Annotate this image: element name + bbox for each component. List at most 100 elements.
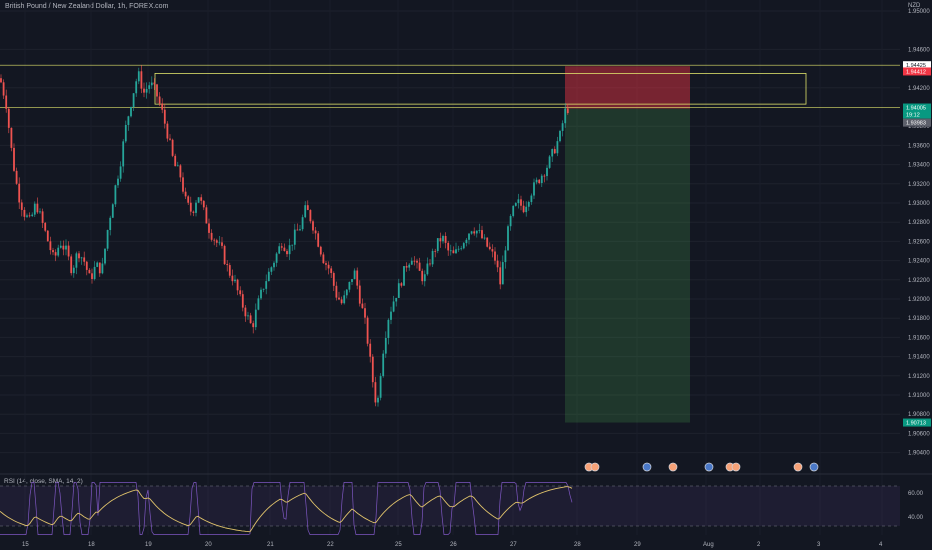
candle-body <box>410 260 413 265</box>
candle-body <box>117 178 119 186</box>
candle-body <box>319 246 322 255</box>
supply-zone-box <box>154 73 807 105</box>
time-axis: 15 18 19 20 21 22 25 26 27 28 29 Aug 2 3 4 <box>22 542 883 548</box>
price-tag-label: 1.90713 <box>906 421 926 427</box>
candle-body <box>270 267 273 272</box>
candle-body <box>358 285 361 304</box>
price-tag-bg <box>903 67 931 76</box>
candle-body <box>293 229 296 245</box>
candle-body <box>377 397 379 403</box>
event-markers <box>584 462 819 472</box>
candle-body <box>205 207 208 224</box>
candle-body <box>421 270 424 282</box>
event-marker-icon <box>809 462 819 472</box>
candle-body <box>457 248 460 250</box>
candle-body <box>317 233 320 247</box>
candle-body <box>39 211 41 213</box>
candle-body <box>70 256 73 274</box>
rsi-level-label: 40.00 <box>908 515 924 521</box>
candle-body <box>150 82 153 86</box>
candle-body <box>252 323 255 328</box>
price-tick-label: 1.90600 <box>908 431 930 437</box>
price-tick-label: 1.91000 <box>908 393 930 399</box>
candle-body <box>434 250 437 252</box>
price-tick-label: 1.93200 <box>908 182 930 188</box>
candle-body <box>522 205 525 213</box>
candle-body <box>356 270 359 286</box>
currency-label: NZD <box>908 3 921 9</box>
candle-body <box>392 301 395 312</box>
candle-body <box>179 165 182 178</box>
candle-body <box>223 245 226 265</box>
candle-body <box>213 239 216 241</box>
candle-body <box>174 155 177 167</box>
candle-body <box>465 239 468 244</box>
candle-body <box>218 242 221 244</box>
time-tick-label: 4 <box>879 542 883 548</box>
candle-body <box>429 263 431 265</box>
candle-body <box>67 245 70 257</box>
candle-body <box>525 206 528 213</box>
candle-body <box>210 232 213 240</box>
candle-body <box>286 250 288 255</box>
candle-body <box>119 166 122 179</box>
candle-body <box>197 197 200 203</box>
candle-body <box>527 202 530 207</box>
event-marker-icon <box>590 462 600 472</box>
candle-body <box>551 149 554 157</box>
candle-body <box>169 138 171 140</box>
price-tag-bg <box>903 418 931 427</box>
candle-body <box>478 230 481 231</box>
candle-body <box>559 130 561 142</box>
candle-body <box>83 257 86 262</box>
event-marker-icon <box>731 462 741 472</box>
price-axis: 1.95000 1.94600 1.94200 1.93800 1.93600 1.934… <box>908 9 930 457</box>
rsi-indicator-label[interactable]: RSI (14, close, SMA, 14, 2) <box>4 478 83 485</box>
price-tag-label: 19:12 <box>906 113 920 119</box>
candle-body <box>564 108 567 124</box>
candle-body <box>148 85 151 89</box>
price-tag-bg <box>903 110 931 119</box>
candle-body <box>538 179 541 184</box>
take-profit-zone <box>565 108 690 423</box>
candle-body <box>473 231 476 234</box>
candle-body <box>114 185 117 205</box>
candle-body <box>442 236 444 242</box>
candle-body <box>395 297 398 302</box>
candle-body <box>494 251 496 261</box>
price-tick-label: 1.91800 <box>908 316 930 322</box>
price-tag-label: 1.94412 <box>906 69 926 75</box>
candle-body <box>291 244 294 246</box>
candle-body <box>455 249 457 254</box>
candle-body <box>462 243 465 249</box>
candle-body <box>309 210 312 222</box>
candle-body <box>171 139 174 156</box>
stop-loss-zone <box>565 66 690 109</box>
candle-body <box>31 214 34 216</box>
candle-body <box>137 71 140 82</box>
candle-body <box>546 167 548 177</box>
candle-body <box>65 245 67 250</box>
candle-body <box>413 260 416 262</box>
rsi-level-label: 60.00 <box>908 491 924 497</box>
candle-body <box>122 141 125 167</box>
candle-body <box>104 248 106 264</box>
candle-body <box>234 279 236 282</box>
candle-body <box>267 271 270 282</box>
trade-zones <box>0 64 900 423</box>
candle-body <box>189 202 192 212</box>
candle-body <box>364 308 366 318</box>
candle-body <box>296 229 299 231</box>
time-tick-label: 21 <box>267 542 274 548</box>
candle-body <box>260 289 262 299</box>
candle-body <box>332 273 335 286</box>
candle-body <box>127 116 130 125</box>
candle-body <box>215 240 218 243</box>
candle-body <box>514 203 517 206</box>
candle-body <box>548 156 551 168</box>
event-marker-icon <box>668 462 678 472</box>
candle-body <box>221 242 223 246</box>
candle-body <box>501 262 504 285</box>
candle-body <box>182 177 184 192</box>
